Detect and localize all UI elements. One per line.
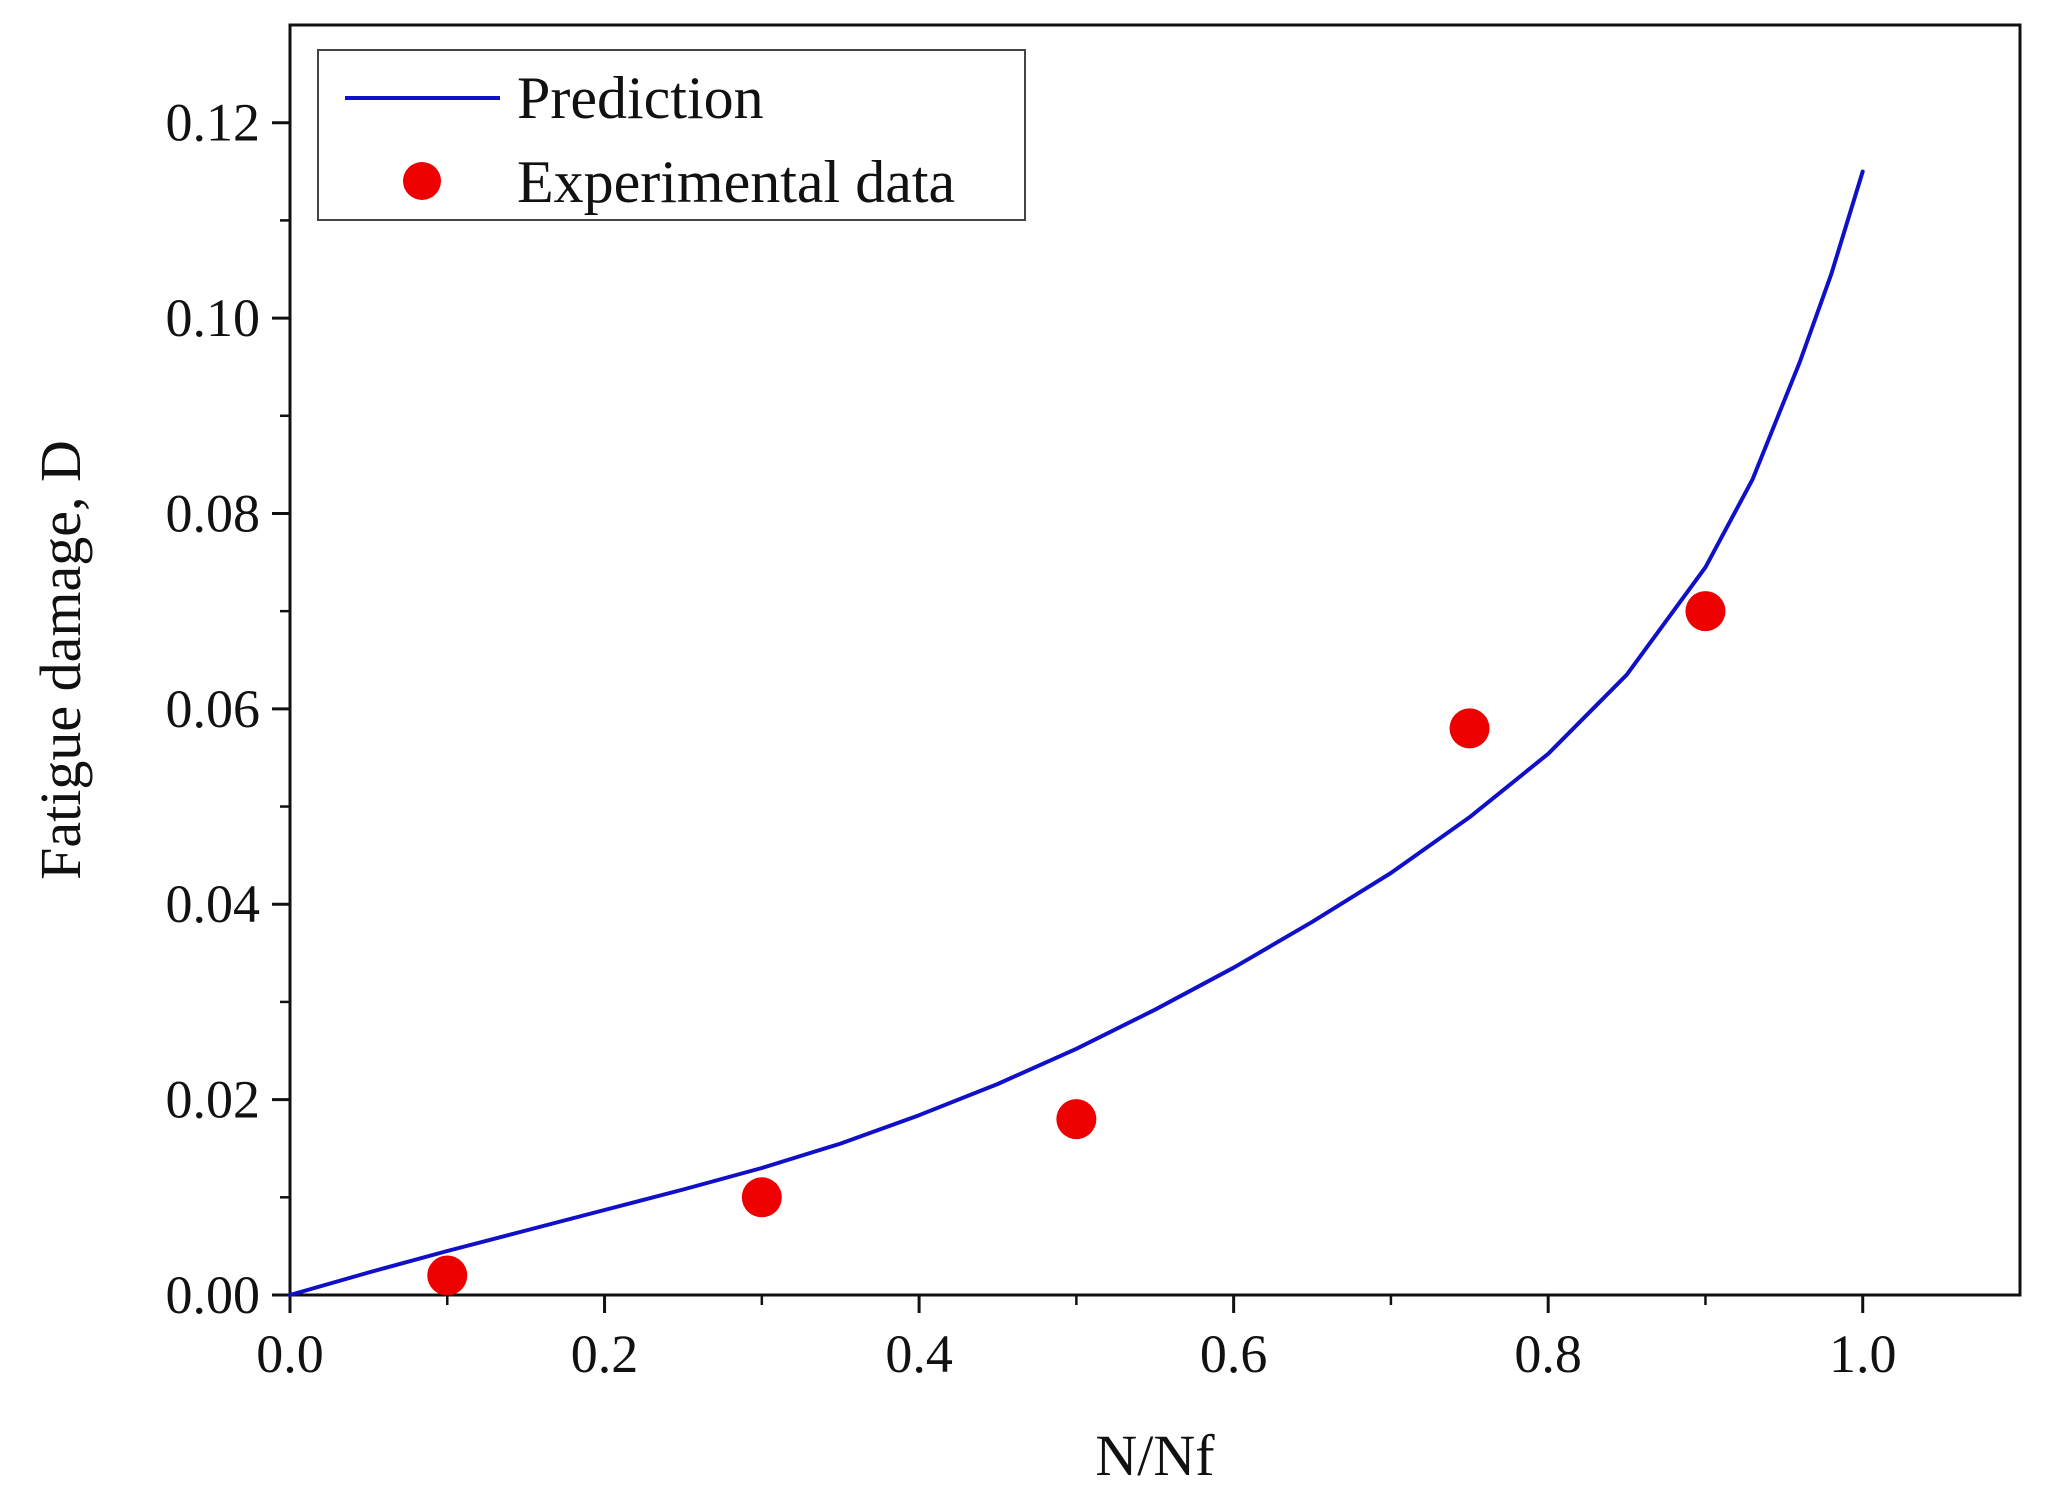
y-tick-label: 0.02 [166,1070,261,1130]
x-tick-label: 1.0 [1829,1324,1897,1384]
legend-prediction-label: Prediction [517,65,764,131]
y-tick-label: 0.06 [166,679,261,739]
x-axis-title: N/Nf [1095,1423,1215,1488]
experimental-data-point [1449,708,1490,749]
plot-area [288,23,2022,1297]
experimental-data-point [1685,591,1726,632]
experimental-data-point [1056,1099,1097,1140]
plot-frame [288,23,2022,1297]
x-tick-label: 0.0 [256,1324,324,1384]
y-tick-label: 0.04 [166,874,261,934]
x-tick-label: 0.6 [1200,1324,1268,1384]
y-tick-label: 0.00 [166,1265,261,1325]
experimental-data-point [741,1177,782,1218]
y-axis-ticks: 0.00 0.02 0.04 0.06 0.08 0.10 0.12 [166,93,290,1325]
x-tick-label: 0.4 [885,1324,953,1384]
x-tick-label: 0.8 [1514,1324,1582,1384]
legend-experimental-label: Experimental data [517,149,955,215]
x-axis-ticks: 0.0 0.2 0.4 0.6 0.8 1.0 [256,1295,1896,1384]
y-tick-label: 0.12 [166,93,261,153]
experimental-data-point [427,1255,468,1296]
series-layer [288,169,1865,1297]
x-tick-label: 0.2 [571,1324,639,1384]
y-tick-label: 0.08 [166,483,261,543]
y-axis-title: Fatigue damage, D [28,440,93,880]
legend: Prediction Experimental data [317,49,1026,221]
legend-experimental-swatch [403,162,441,200]
y-tick-label: 0.10 [166,288,261,348]
prediction-line [288,169,1865,1297]
